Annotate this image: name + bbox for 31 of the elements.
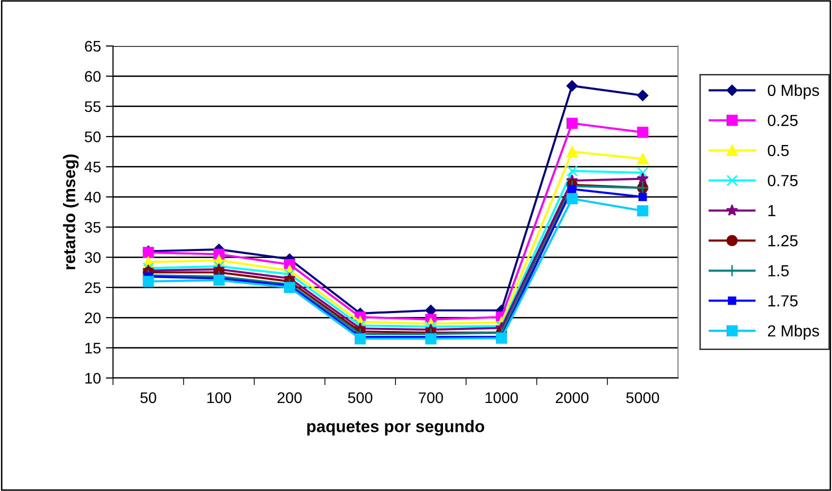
x-tick-label: 700: [418, 392, 443, 404]
legend-label: 1: [768, 205, 776, 216]
legend-label: 0.5: [768, 144, 789, 156]
y-tick-label: 50: [84, 131, 101, 142]
y-tick-label: 30: [84, 252, 101, 263]
legend-label: 0.25: [768, 114, 798, 126]
legend-label: 1.75: [768, 295, 798, 306]
x-tick-label: 5000: [626, 392, 660, 404]
y-tick-label: 10: [85, 372, 101, 384]
y-axis-title: retardo (mseg): [63, 154, 79, 270]
x-tick-label: 2000: [556, 392, 588, 404]
x-tick-label: 500: [348, 392, 372, 404]
x-tick-label: 50: [140, 392, 156, 404]
x-axis-title: paquetes por segundo: [307, 420, 484, 436]
x-tick-label: 1000: [486, 392, 518, 404]
legend-label: 2 Mbps: [768, 324, 819, 340]
y-tick-label: 55: [84, 101, 101, 112]
y-tick-label: 20: [84, 312, 101, 324]
y-tick-label: 45: [84, 162, 101, 172]
y-tick-label: 60: [84, 71, 101, 82]
legend-label: 1.5: [768, 265, 789, 276]
legend-label: 0.75: [768, 174, 798, 186]
y-tick-label: 15: [85, 342, 101, 354]
y-tick-label: 25: [84, 282, 101, 294]
y-tick-label: 65: [84, 40, 101, 52]
x-tick-label: 100: [207, 392, 232, 404]
y-tick-label: 40: [84, 192, 101, 203]
x-tick-label: 200: [278, 392, 302, 404]
legend-label: 1.25: [768, 235, 798, 246]
legend-label: 0 Mbps: [768, 84, 819, 100]
y-tick-label: 35: [84, 222, 101, 233]
